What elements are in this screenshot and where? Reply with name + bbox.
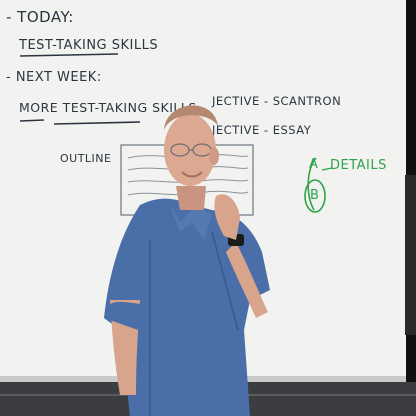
note-today: - TODAY: [6,8,74,26]
note-b: B [310,188,320,203]
note-a: A [309,157,319,172]
note-outline: OUTLINE [60,152,112,165]
note-next-week: - NEXT WEEK: [6,70,102,85]
note-details: DETAILS [330,158,387,173]
note-objective-essay: JECTIVE - ESSAY [212,123,312,137]
note-objective-scantron: JECTIVE - SCANTRON [212,94,342,108]
note-more-test-taking: MORE TEST-TAKING SKILLS [19,100,197,115]
note-test-taking-skills: TEST-TAKING SKILLS [19,38,159,53]
